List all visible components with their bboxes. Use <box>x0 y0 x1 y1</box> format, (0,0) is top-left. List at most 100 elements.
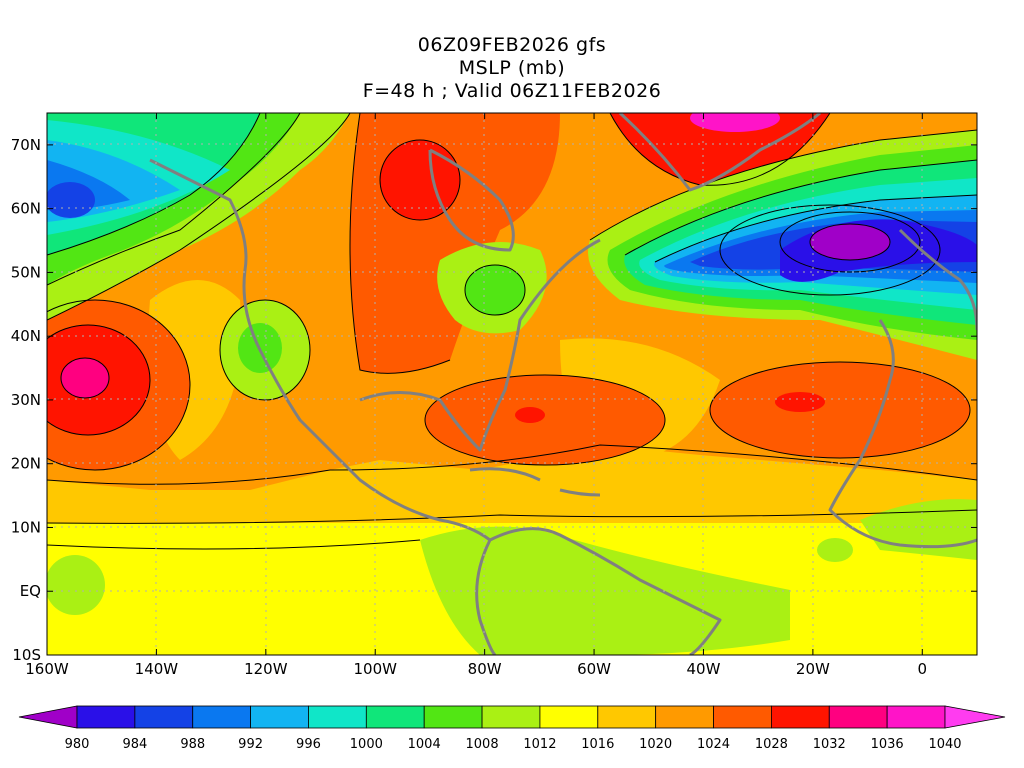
south-america-1012 <box>420 526 790 655</box>
lon-label: 60W <box>577 660 611 678</box>
lon-label: 0 <box>918 660 928 678</box>
colorbar-label: 1020 <box>639 737 672 752</box>
isobar-ring <box>464 264 526 316</box>
azores-high-core <box>775 392 825 412</box>
colorbar-min-arrow <box>18 705 78 729</box>
coastline <box>475 527 722 655</box>
isobar-ring <box>60 357 110 399</box>
colorbar-label: 1008 <box>466 737 499 752</box>
colorbar-swatch <box>308 705 367 729</box>
pacific-1012-patch <box>47 555 105 615</box>
isobar-ring <box>809 223 891 261</box>
colorbar-label: 980 <box>65 737 90 752</box>
coastline <box>469 467 601 497</box>
isobar-line <box>47 509 977 524</box>
colorbar-swatch <box>539 705 599 729</box>
isobar-ring <box>709 361 971 459</box>
lat-label: 10S <box>12 646 41 664</box>
coastline <box>428 148 515 252</box>
colorbar-swatch <box>250 705 309 729</box>
africa-1012-patch <box>817 538 853 562</box>
isobar-line <box>654 194 977 263</box>
colorbar: 980 984 988 992 996 1000 1004 1008 1012 1016 1020 1… <box>18 705 1006 752</box>
colorbar-swatch <box>771 705 830 729</box>
isobar-ring <box>219 299 311 401</box>
isobar-line <box>349 113 451 374</box>
colorbar-label: 1000 <box>350 737 383 752</box>
colorbar-swatch <box>423 705 483 729</box>
colorbar-swatch <box>76 705 136 729</box>
coastline <box>828 228 977 549</box>
atlantic-low-980 <box>810 224 890 260</box>
colorbar-swatch <box>886 705 946 729</box>
colorbar-label: 992 <box>238 737 263 752</box>
colorbar-label: 1028 <box>755 737 788 752</box>
pacific-high-1036 <box>61 358 109 398</box>
colorbar-label: 1032 <box>813 737 846 752</box>
colorbar-swatch <box>828 705 888 729</box>
lon-label: 80W <box>468 660 502 678</box>
lat-label: EQ <box>20 582 41 600</box>
colorbar-label: 988 <box>180 737 205 752</box>
colorbar-swatch <box>655 705 714 729</box>
colorbar-swatch <box>192 705 252 729</box>
title-line-3: F=48 h ; Valid 06Z11FEB2026 <box>362 80 662 102</box>
map-plot-area <box>47 113 977 655</box>
title-line-2: MSLP (mb) <box>458 57 566 79</box>
colorbar-swatch <box>481 705 541 729</box>
lat-label: 10N <box>11 518 41 536</box>
lon-label: 160W <box>25 660 69 678</box>
isobar-line <box>47 113 351 321</box>
colorbar-label: 1024 <box>697 737 730 752</box>
axes: 160W 140W 120W 100W 80W 60W 40W 20W 0 70N 60N 50N 40… <box>11 113 977 678</box>
map-frame <box>46 112 978 656</box>
isobar-line <box>47 113 301 286</box>
colorbar-label: 984 <box>122 737 147 752</box>
colorbar-swatch <box>713 705 772 729</box>
lat-label: 40N <box>11 327 41 345</box>
colorbar-swatch <box>365 705 425 729</box>
lat-label: 60N <box>11 200 41 218</box>
lon-label: 100W <box>354 660 398 678</box>
azores-high-1028 <box>710 362 970 458</box>
colorbar-swatch <box>597 705 657 729</box>
colorbar-label: 1040 <box>928 737 961 752</box>
coastlines <box>149 113 977 655</box>
bermuda-high-1028 <box>425 375 665 465</box>
colorbar-label: 1016 <box>581 737 614 752</box>
lat-label: 30N <box>11 391 41 409</box>
isobar-lines <box>47 113 977 550</box>
isobar-ring <box>47 299 191 471</box>
lon-label: 120W <box>244 660 288 678</box>
lon-label: 20W <box>796 660 830 678</box>
bermuda-high-core <box>515 407 545 423</box>
colorbar-label: 1004 <box>408 737 441 752</box>
east-us-low-1008 <box>465 265 525 315</box>
isobar-line <box>624 159 977 256</box>
isobar-ring <box>779 211 921 273</box>
isobar-ring <box>47 324 151 436</box>
lon-label: 140W <box>135 660 179 678</box>
colorbar-label: 996 <box>296 737 321 752</box>
isobar-ring <box>379 139 461 221</box>
colorbar-label: 1036 <box>871 737 904 752</box>
title-line-1: 06Z09FEB2026 gfs <box>417 34 607 56</box>
coastline <box>359 238 601 452</box>
lat-label: 50N <box>11 263 41 281</box>
lon-label: 40W <box>687 660 721 678</box>
coastline <box>149 158 491 542</box>
alaska-low-988 <box>47 182 95 218</box>
lat-label: 20N <box>11 455 41 473</box>
isobar-line <box>589 129 977 241</box>
graticule <box>47 113 977 655</box>
isobar-ring <box>719 204 941 296</box>
colorbar-swatch <box>134 705 194 729</box>
colorbar-label: 1012 <box>523 737 556 752</box>
coastline <box>618 113 821 192</box>
isobar-line <box>47 539 421 550</box>
lat-label: 70N <box>11 136 41 154</box>
colorbar-max-arrow <box>944 705 1006 729</box>
isobar-ring <box>424 374 666 466</box>
isobar-line <box>47 113 261 256</box>
